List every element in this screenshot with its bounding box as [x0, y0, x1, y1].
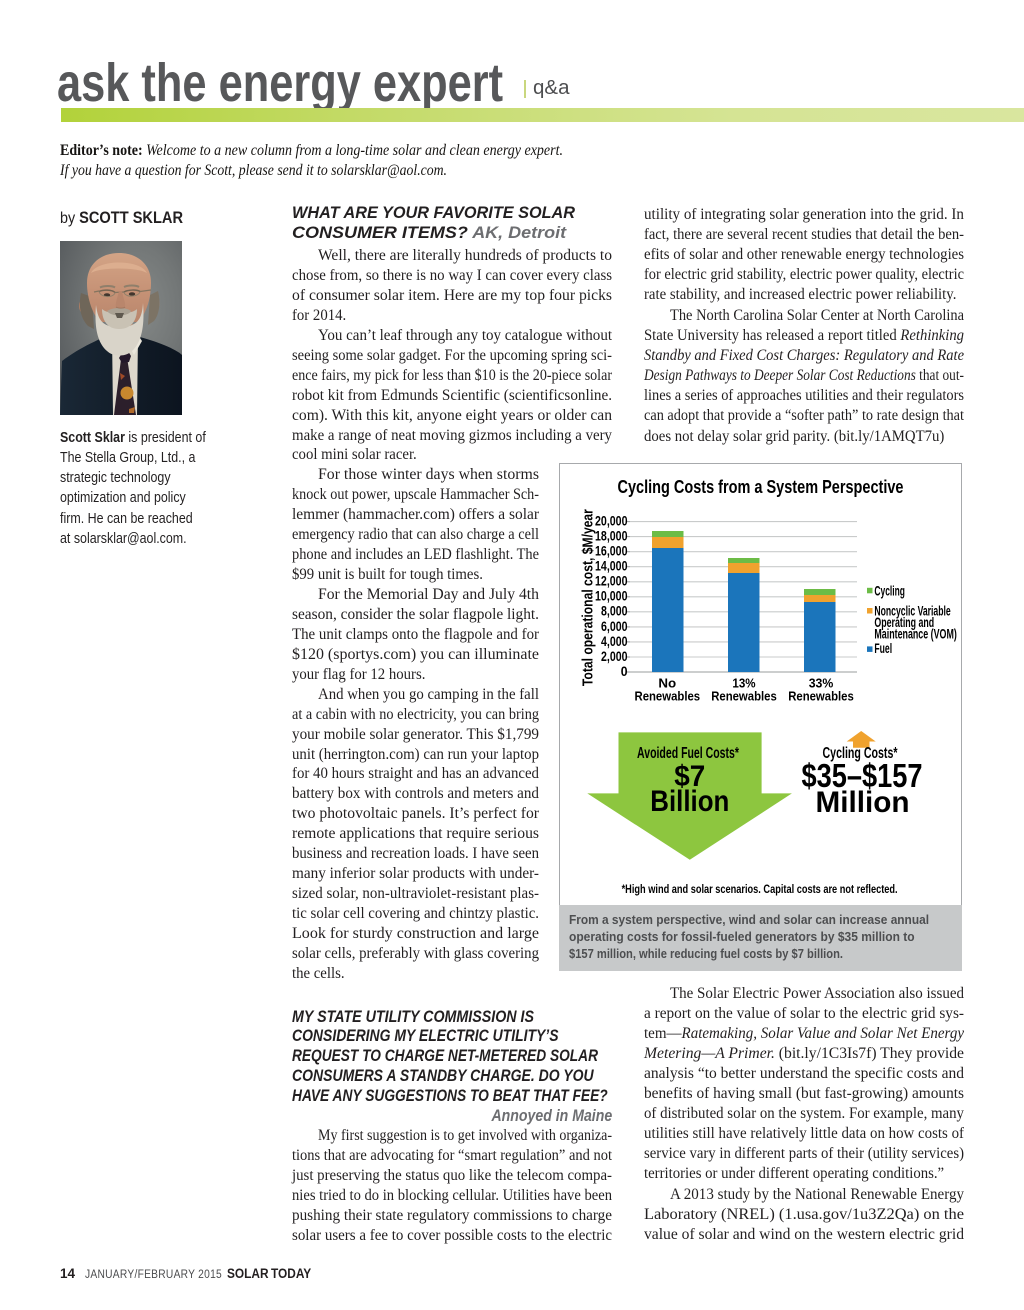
svg-text:From a system perspective, win: From a system perspective, wind and sola… — [569, 913, 929, 927]
svg-text:18,000: 18,000 — [595, 529, 628, 544]
svg-text:Renewables: Renewables — [711, 690, 777, 704]
svg-text:33%: 33% — [809, 676, 834, 690]
svg-text:13%: 13% — [732, 676, 755, 690]
svg-text:4,000: 4,000 — [601, 634, 628, 649]
svg-text:Avoided Fuel Costs*: Avoided Fuel Costs* — [637, 745, 740, 762]
svg-text:Renewables: Renewables — [788, 690, 854, 704]
svg-text:Noncyclic Variable: Noncyclic Variable — [874, 603, 951, 618]
svg-text:2,000: 2,000 — [601, 649, 628, 664]
svg-text:Billion: Billion — [650, 785, 729, 818]
svg-text:Maintenance (VOM): Maintenance (VOM) — [874, 627, 956, 642]
svg-text:Fuel: Fuel — [874, 641, 892, 656]
svg-text:Cycling: Cycling — [874, 584, 905, 599]
svg-text:operating costs for fossil-fue: operating costs for fossil-fueled genera… — [569, 930, 915, 944]
svg-text:*High wind and solar scenarios: *High wind and solar scenarios. Capital … — [622, 882, 898, 896]
svg-text:6,000: 6,000 — [601, 619, 628, 634]
svg-text:0: 0 — [621, 664, 628, 679]
svg-text:Operating and: Operating and — [874, 615, 934, 630]
svg-text:8,000: 8,000 — [601, 604, 628, 619]
svg-text:$157 million, while reducing f: $157 million, while reducing fuel costs … — [569, 947, 843, 961]
svg-text:14,000: 14,000 — [595, 559, 628, 574]
svg-text:12,000: 12,000 — [595, 574, 628, 589]
svg-text:10,000: 10,000 — [595, 589, 628, 604]
svg-text:Renewables: Renewables — [635, 690, 701, 704]
svg-text:$7: $7 — [674, 760, 705, 793]
svg-text:Cycling Costs*: Cycling Costs* — [823, 745, 899, 762]
svg-text:No: No — [658, 676, 676, 690]
svg-text:Cycling Costs from a System Pe: Cycling Costs from a System Perspective — [618, 476, 904, 497]
svg-text:Total operational cost, $M/yea: Total operational cost, $M/year — [580, 509, 597, 686]
svg-text:Million: Million — [816, 786, 910, 819]
svg-text:$35–$157: $35–$157 — [802, 757, 923, 794]
svg-text:20,000: 20,000 — [595, 514, 628, 529]
svg-text:16,000: 16,000 — [595, 544, 628, 559]
